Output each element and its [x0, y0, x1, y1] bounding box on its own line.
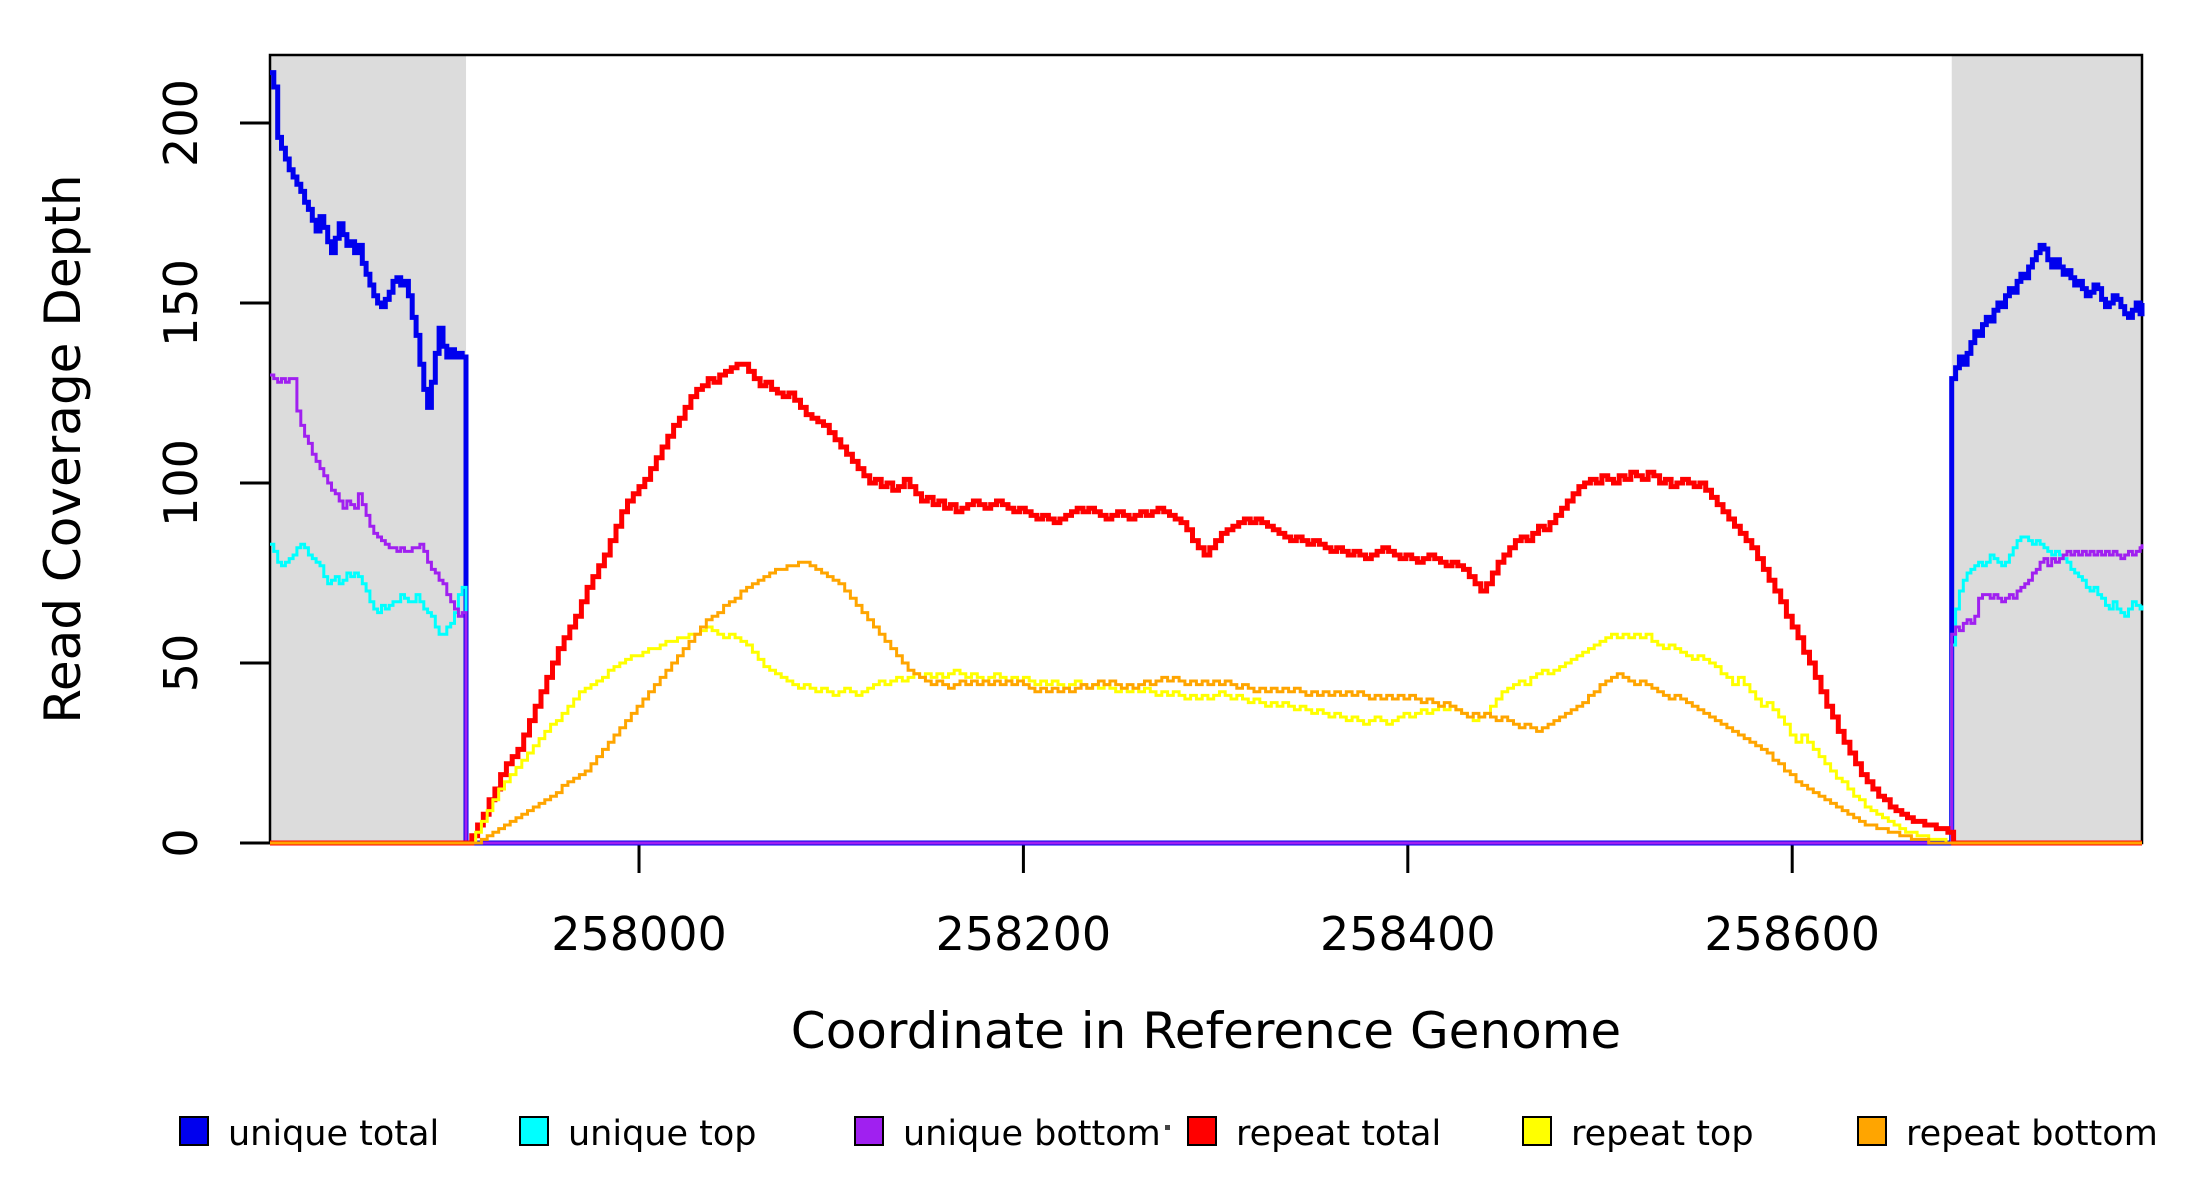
stray-dot [1165, 1125, 1170, 1130]
data-series-lines [270, 70, 2145, 846]
legend-label: repeat top [1571, 1114, 1754, 1154]
shaded-region-right-flank [1951, 56, 2142, 842]
axis-tick-marks [240, 121, 1794, 873]
legend-swatch-repeat-total [1187, 1116, 1217, 1146]
legend-item-repeat-bottom: repeat bottom [1857, 1114, 2158, 1154]
legend-swatch-unique-total [179, 1116, 209, 1146]
y-axis-title: Read Coverage Depth [34, 174, 92, 723]
x-tick-label: 258600 [1704, 907, 1880, 961]
series-line-repeat-bottom [270, 560, 2142, 845]
y-tick-label: 100 [154, 439, 208, 527]
legend-label: repeat bottom [1906, 1114, 2158, 1154]
x-tick-label: 258000 [551, 907, 727, 961]
legend-label: repeat total [1236, 1114, 1441, 1154]
x-tick-label: 258400 [1320, 907, 1496, 961]
x-tick-label: 258200 [936, 907, 1112, 961]
legend-item-unique-total: unique total [179, 1114, 439, 1154]
series-line-repeat-total [270, 361, 2142, 846]
series-line-unique-bottom [270, 373, 2144, 845]
axis-tick-labels: 258000 258200 258400 258600 0 50 100 150 200 [154, 79, 1880, 961]
x-axis-title: Coordinate in Reference Genome [791, 1002, 1621, 1060]
legend-swatch-unique-bottom [854, 1116, 884, 1146]
legend-label: unique total [228, 1114, 439, 1154]
y-tick-label: 150 [154, 259, 208, 347]
legend-swatch-unique-top [519, 1116, 549, 1146]
legend-item-unique-top: unique top [519, 1114, 757, 1154]
y-tick-label: 50 [154, 634, 208, 693]
shaded-regions [270, 56, 2142, 842]
legend-item-repeat-total: repeat total [1187, 1114, 1441, 1154]
legend-item-repeat-top: repeat top [1522, 1114, 1754, 1154]
legend: unique total unique top unique bottom repea… [179, 1114, 2158, 1154]
legend-swatch-repeat-bottom [1857, 1116, 1887, 1146]
legend-label: unique bottom [903, 1114, 1161, 1154]
legend-item-unique-bottom: unique bottom [854, 1114, 1161, 1154]
y-tick-label: 0 [154, 828, 208, 857]
series-line-repeat-top [270, 625, 2142, 845]
legend-swatch-repeat-top [1522, 1116, 1552, 1146]
legend-label: unique top [568, 1114, 757, 1154]
y-tick-label: 200 [154, 79, 208, 167]
shaded-region-left-flank [270, 56, 467, 842]
